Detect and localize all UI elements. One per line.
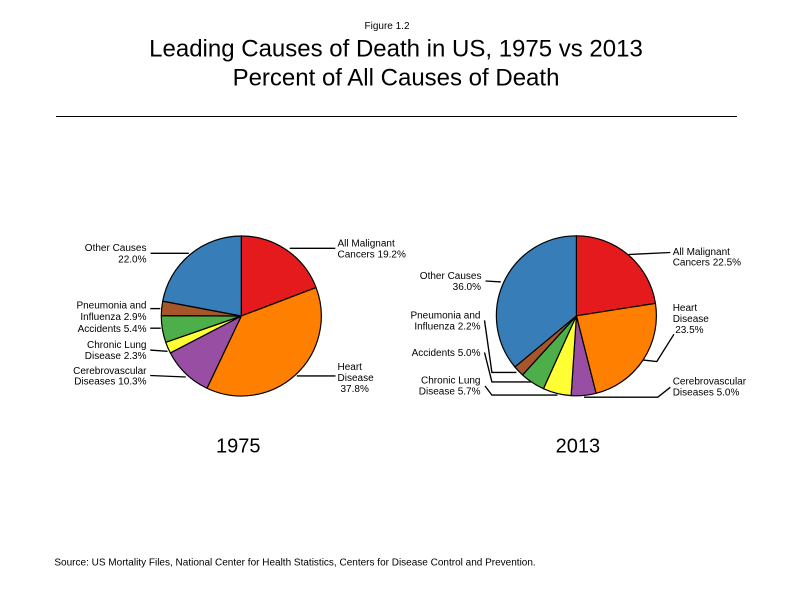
svg-text:Chronic Lung: Chronic Lung [421,375,480,386]
svg-text:Source: US Mortality Files, Na: Source: US Mortality Files, National Cen… [54,558,535,569]
svg-text:1975: 1975 [216,436,261,458]
svg-text:Cancers 22.5%: Cancers 22.5% [673,258,741,269]
svg-text:Disease: Disease [673,314,710,325]
svg-text:Other Causes: Other Causes [85,243,147,254]
svg-text:Pneumonia and: Pneumonia and [410,310,480,321]
svg-text:Percent of All Causes of Death: Percent of All Causes of Death [233,64,560,91]
svg-text:36.0%: 36.0% [453,282,481,293]
svg-text:Influenza 2.2%: Influenza 2.2% [414,322,480,333]
svg-text:Cerebrovascular: Cerebrovascular [673,376,747,387]
svg-text:Chronic Lung: Chronic Lung [87,340,146,351]
svg-text:Accidents 5.0%: Accidents 5.0% [412,348,481,359]
svg-text:All Malignant: All Malignant [338,239,395,250]
svg-text:37.8%: 37.8% [341,384,369,395]
svg-text:2013: 2013 [556,435,601,457]
svg-text:Diseases 10.3%: Diseases 10.3% [74,377,146,388]
svg-text:Influenza 2.9%: Influenza 2.9% [80,312,146,323]
svg-text:Accidents 5.4%: Accidents 5.4% [78,324,147,335]
svg-text:All Malignant: All Malignant [673,247,730,258]
svg-text:Diseases 5.0%: Diseases 5.0% [673,387,740,398]
svg-text:Disease 5.7%: Disease 5.7% [419,386,481,397]
svg-text:22.0%: 22.0% [118,255,146,266]
svg-text:Leading Causes of Death in US,: Leading Causes of Death in US, 1975 vs 2… [149,36,643,63]
svg-text:23.5%: 23.5% [675,325,703,336]
svg-text:Heart: Heart [338,362,363,373]
svg-text:Disease: Disease [338,373,375,384]
svg-text:Cancers 19.2%: Cancers 19.2% [338,250,406,261]
svg-text:Other Causes: Other Causes [420,271,482,282]
svg-text:Pneumonia and: Pneumonia and [76,301,146,312]
svg-text:Figure 1.2: Figure 1.2 [364,21,409,32]
svg-text:Disease 2.3%: Disease 2.3% [85,351,147,362]
svg-text:Cerebrovascular: Cerebrovascular [73,366,147,377]
svg-text:Heart: Heart [673,303,698,314]
